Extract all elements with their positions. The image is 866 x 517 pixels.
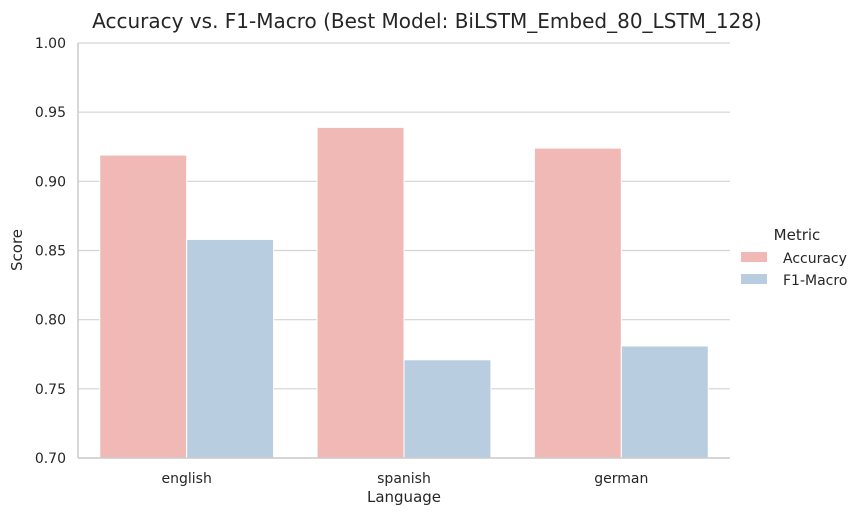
x-tick-label: german bbox=[594, 471, 648, 487]
chart-title: Accuracy vs. F1-Macro (Best Model: BiLST… bbox=[92, 9, 762, 33]
bar-german-accuracy bbox=[533, 147, 622, 459]
y-tick-label: 0.80 bbox=[35, 313, 66, 329]
x-tick-labels: english spanish german bbox=[162, 471, 649, 487]
y-tick-label: 0.90 bbox=[35, 174, 66, 190]
x-tick-label: english bbox=[162, 471, 212, 487]
y-tick-label: 0.70 bbox=[35, 451, 66, 467]
legend-label: Accuracy bbox=[783, 251, 847, 267]
y-tick-label: 1.00 bbox=[35, 36, 66, 52]
bar-spanish-f1-macro bbox=[403, 359, 492, 459]
legend-label: F1-Macro bbox=[783, 273, 847, 289]
x-axis-label: Language bbox=[367, 488, 441, 506]
x-tick-label: spanish bbox=[377, 471, 431, 487]
axes bbox=[77, 43, 730, 459]
bar-english-accuracy bbox=[99, 154, 188, 459]
legend-swatch-f1-macro bbox=[741, 274, 767, 284]
y-tick-label: 0.95 bbox=[35, 105, 66, 121]
legend-swatch-accuracy bbox=[741, 252, 767, 262]
bar-english-f1-macro bbox=[186, 238, 275, 459]
y-axis-label: Score bbox=[8, 229, 26, 271]
legend: Metric Accuracy F1-Macro bbox=[741, 226, 847, 289]
y-tick-labels: 0.70 0.75 0.80 0.85 0.90 0.95 1.00 bbox=[35, 36, 66, 467]
bar-spanish-accuracy bbox=[316, 126, 405, 459]
bar-german-f1-macro bbox=[620, 345, 709, 459]
y-tick-label: 0.75 bbox=[35, 382, 66, 398]
y-tick-label: 0.85 bbox=[35, 244, 66, 260]
legend-title: Metric bbox=[774, 226, 821, 244]
bars bbox=[99, 126, 709, 459]
